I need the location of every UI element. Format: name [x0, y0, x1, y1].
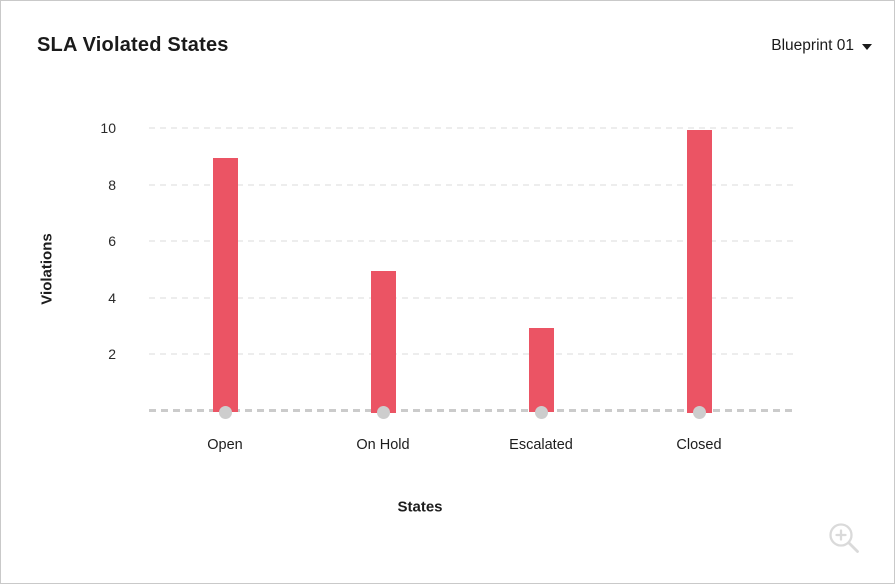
x-label-escalated: Escalated [509, 437, 573, 453]
gridline-8 [149, 183, 793, 186]
y-axis-title: Violations [38, 233, 56, 305]
bar-escalated[interactable] [528, 327, 554, 413]
page-title: SLA Violated States [37, 34, 229, 56]
bar-closed[interactable] [686, 129, 712, 413]
blueprint-dropdown-label: Blueprint 01 [771, 37, 854, 54]
y-tick-10: 10 [100, 120, 116, 136]
base-dot-on-hold [376, 406, 390, 419]
base-dot-escalated [534, 406, 548, 419]
y-tick-4: 4 [108, 289, 116, 306]
x-label-closed: Closed [676, 437, 722, 453]
gridline-2 [149, 353, 793, 356]
bar-on-hold[interactable] [370, 271, 396, 413]
x-axis-title: States [397, 498, 443, 516]
base-dot-open [218, 406, 232, 419]
y-tick-6: 6 [108, 233, 116, 250]
x-axis-baseline [149, 409, 793, 412]
gridline-10 [149, 127, 793, 129]
zoom-in-icon[interactable] [825, 519, 865, 559]
blueprint-dropdown[interactable]: Blueprint 01 [771, 37, 872, 55]
base-dot-closed [692, 406, 706, 419]
x-label-open: Open [207, 437, 243, 453]
plot-area [149, 121, 793, 421]
y-tick-8: 8 [108, 176, 116, 193]
bar-open[interactable] [212, 157, 238, 413]
gridline-6 [149, 240, 793, 243]
y-tick-2: 2 [108, 346, 116, 363]
chevron-down-icon [862, 44, 872, 50]
x-label-on-hold: On Hold [356, 437, 410, 453]
gridline-4 [149, 296, 793, 299]
